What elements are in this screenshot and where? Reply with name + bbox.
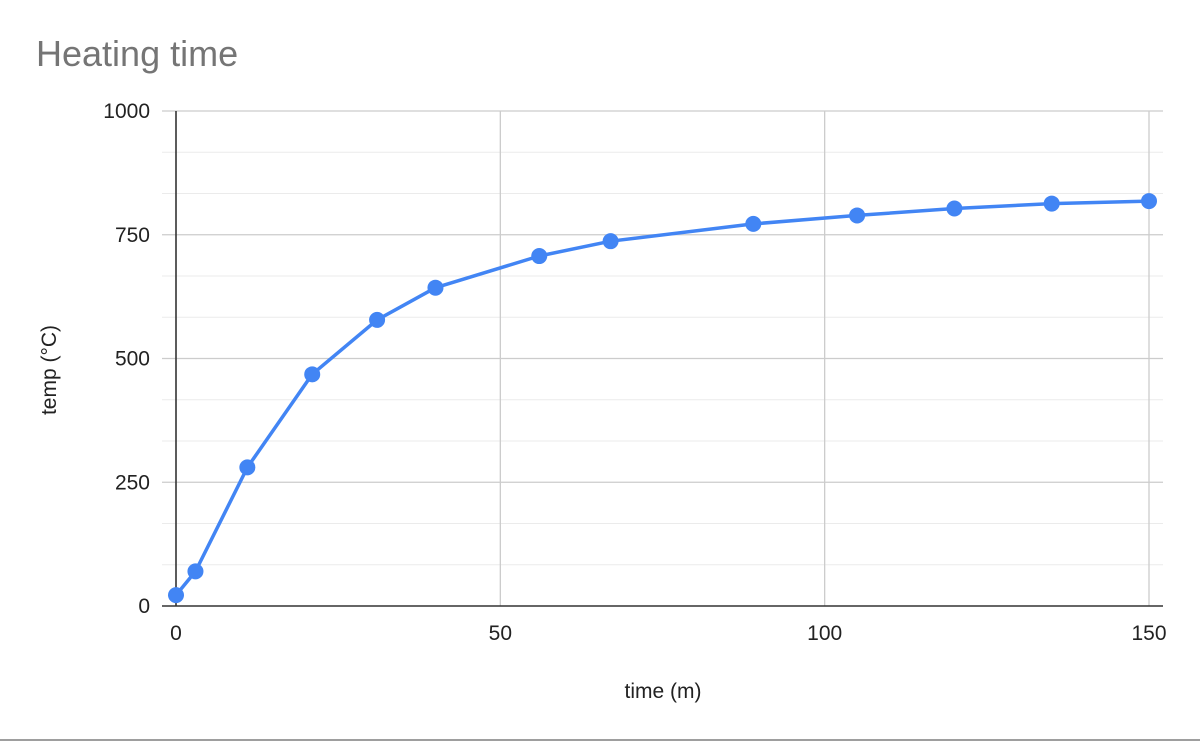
data-point [304,366,321,383]
x-tick-label: 150 [1131,622,1166,645]
data-point [427,279,444,296]
y-tick-label: 0 [138,595,150,618]
data-point [849,207,866,224]
y-tick-label: 250 [115,471,150,494]
data-point [1141,193,1157,210]
bottom-divider [0,739,1200,741]
chart-title: Heating time [36,33,238,74]
axes [162,111,1163,607]
major-gridlines [162,110,1163,606]
x-axis-title: time (m) [625,680,702,703]
data-point [946,200,963,217]
data-point [187,563,204,580]
data-point [168,587,184,604]
data-point [1043,195,1060,212]
x-tick-label: 50 [489,622,512,645]
y-tick-label: 1000 [103,100,150,123]
x-tick-label: 100 [807,622,842,645]
data-point [239,459,256,476]
series-line [174,199,1151,597]
minor-gridlines [162,151,1163,566]
y-tick-label: 750 [115,224,150,247]
data-point [745,215,762,232]
data-point [602,233,619,250]
y-axis-ticks: 0 250 500 750 1000 [103,100,150,618]
data-point [531,248,548,265]
x-axis-ticks: 0 50 100 150 [170,622,1166,645]
y-axis-title: temp (°C) [38,325,61,415]
y-tick-label: 500 [115,348,150,371]
x-tick-label: 0 [170,622,182,645]
data-point [369,311,386,328]
series-group [168,193,1157,604]
